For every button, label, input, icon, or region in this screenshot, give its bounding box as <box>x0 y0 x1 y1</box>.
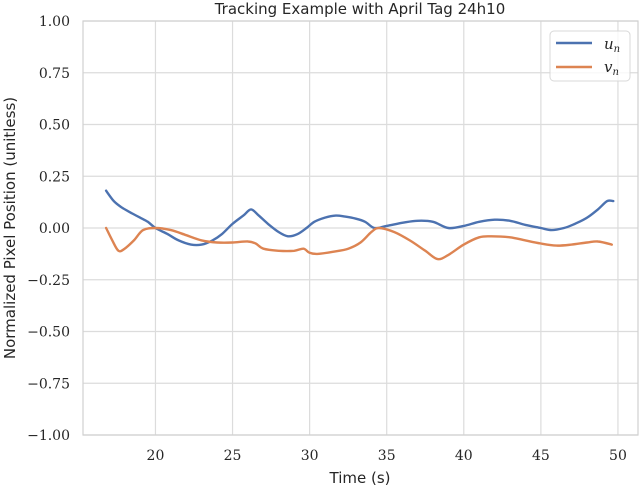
x-tick-label: 30 <box>301 448 319 464</box>
y-tick-label: −0.75 <box>27 376 70 392</box>
y-tick-label: 0.25 <box>39 169 70 185</box>
x-tick-label: 20 <box>147 448 165 464</box>
legend-label-u: un <box>604 35 620 55</box>
x-tick-label: 45 <box>532 448 550 464</box>
series-line-v-n <box>104 226 613 261</box>
x-tick-label: 50 <box>609 448 627 464</box>
y-tick-labels: 1.00 0.75 0.50 0.25 0.00 −0.25 −0.50 −0.75 −1.00 <box>27 14 70 444</box>
y-tick-label: 0.00 <box>39 221 70 237</box>
y-tick-label: −1.00 <box>27 428 70 444</box>
x-tick-label: 25 <box>224 448 242 464</box>
y-tick-label: −0.25 <box>27 273 70 289</box>
series-line-u-n <box>104 189 615 247</box>
y-axis-label: Normalized Pixel Position (unitless) <box>1 97 19 359</box>
plot-frame <box>82 20 639 436</box>
x-tick-labels: 20 25 30 35 40 45 50 <box>147 448 627 464</box>
y-tick-label: 0.50 <box>39 118 70 134</box>
legend: un vn <box>549 30 631 82</box>
chart-title: Tracking Example with April Tag 24h10 <box>214 0 506 18</box>
y-tick-label: 0.75 <box>39 66 70 82</box>
x-tick-label: 35 <box>378 448 396 464</box>
legend-label-v: vn <box>604 58 619 78</box>
x-tick-label: 40 <box>455 448 473 464</box>
x-axis-label: Time (s) <box>329 469 391 487</box>
series-lines <box>104 189 615 261</box>
y-tick-label: 1.00 <box>39 14 70 30</box>
y-tick-label: −0.50 <box>27 325 70 341</box>
